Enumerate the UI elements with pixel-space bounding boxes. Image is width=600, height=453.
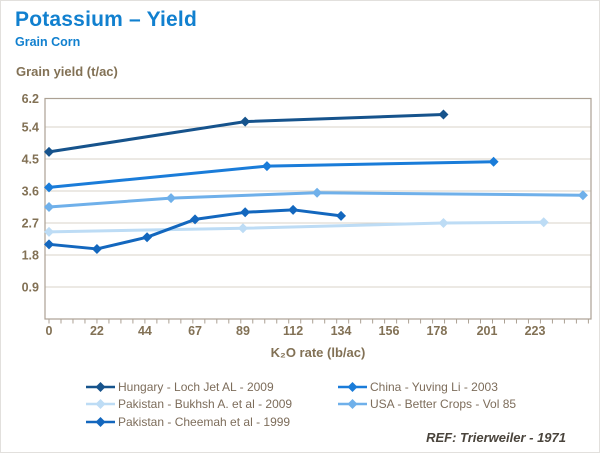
x-tick-label: 156 [379,324,400,338]
legend-marker-icon [338,381,367,392]
series-marker [488,156,499,167]
legend-item: Hungary - Loch Jet AL - 2009 [85,378,292,396]
plot-border [44,97,592,320]
x-tick-label: 201 [477,324,498,338]
legend-marker-icon [86,381,115,392]
y-tick-label: 6.2 [22,92,39,106]
y-tick-label: 5.4 [22,120,39,134]
series-marker [438,109,449,120]
x-tick-label: 44 [138,324,152,338]
legend-column: China - Yuving Li - 2003 USA - Better Cro… [337,378,516,413]
chart-legend: Hungary - Loch Jet AL - 2009 Pakistan - B… [1,378,599,432]
legend-marker-icon [338,399,367,410]
x-tick-label: 0 [46,324,53,338]
legend-column: Hungary - Loch Jet AL - 2009 Pakistan - B… [85,378,292,431]
reference-note: REF: Trierweiler - 1971 [426,430,566,445]
legend-label: USA - Better Crops - Vol 85 [370,397,517,412]
series-marker [336,210,347,221]
series-marker [538,217,549,228]
legend-label: Pakistan - Cheemah et al - 1999 [118,414,291,429]
series-marker [142,232,153,243]
x-tick-label: 22 [90,324,104,338]
yield-line-chart: 0 22 44 67 89 112 134 156 178 201 223 0.9 1.8 2.7 3.6 4… [22,92,592,360]
y-tick-label: 1.8 [22,248,39,262]
series-marker [288,204,299,215]
series-marker [190,214,201,225]
y-tick-label: 4.5 [22,152,39,166]
y-tick-label: 0.9 [22,280,39,294]
series-marker [91,243,102,254]
series-marker [261,161,272,172]
x-tick-label: 223 [525,324,546,338]
legend-label: China - Yuving Li - 2003 [370,379,498,394]
chart-subtitle: Grain Corn [15,35,81,49]
y-axis-title: Grain yield (t/ac) [16,64,118,79]
y-tick-label: 3.6 [22,184,39,198]
chart-title: Potassium – Yield [15,8,197,31]
series-marker [237,223,248,234]
series-marker [438,217,449,228]
x-tick-label: 67 [188,324,202,338]
legend-item: Pakistan - Bukhsh A. et al - 2009 [85,396,292,414]
y-tick-label: 2.7 [22,216,39,230]
legend-label: Pakistan - Bukhsh A. et al - 2009 [118,397,293,412]
series-line [47,220,546,234]
series-marker [44,182,54,193]
series-marker [240,207,251,218]
x-tick-label: 178 [426,324,447,338]
x-tick-label: 89 [236,324,250,338]
legend-label: Hungary - Loch Jet AL - 2009 [118,379,274,394]
x-axis-title: K₂O rate (lb/ac) [271,345,366,360]
series-marker [166,193,177,204]
series-marker [44,239,54,250]
x-tick-label: 112 [283,324,303,338]
legend-item: China - Yuving Li - 2003 [337,378,516,396]
series-marker [240,116,251,127]
legend-marker-icon [86,416,115,427]
x-tick-label: 134 [331,324,352,338]
series-line [47,191,585,209]
legend-item: Pakistan - Cheemah et al - 1999 [85,413,292,431]
series-marker [312,187,323,198]
legend-item: USA - Better Crops - Vol 85 [337,396,516,414]
series-marker [577,190,588,201]
series-marker [44,226,54,237]
series-marker [44,146,54,157]
legend-marker-icon [86,399,115,410]
series-marker [44,201,54,212]
